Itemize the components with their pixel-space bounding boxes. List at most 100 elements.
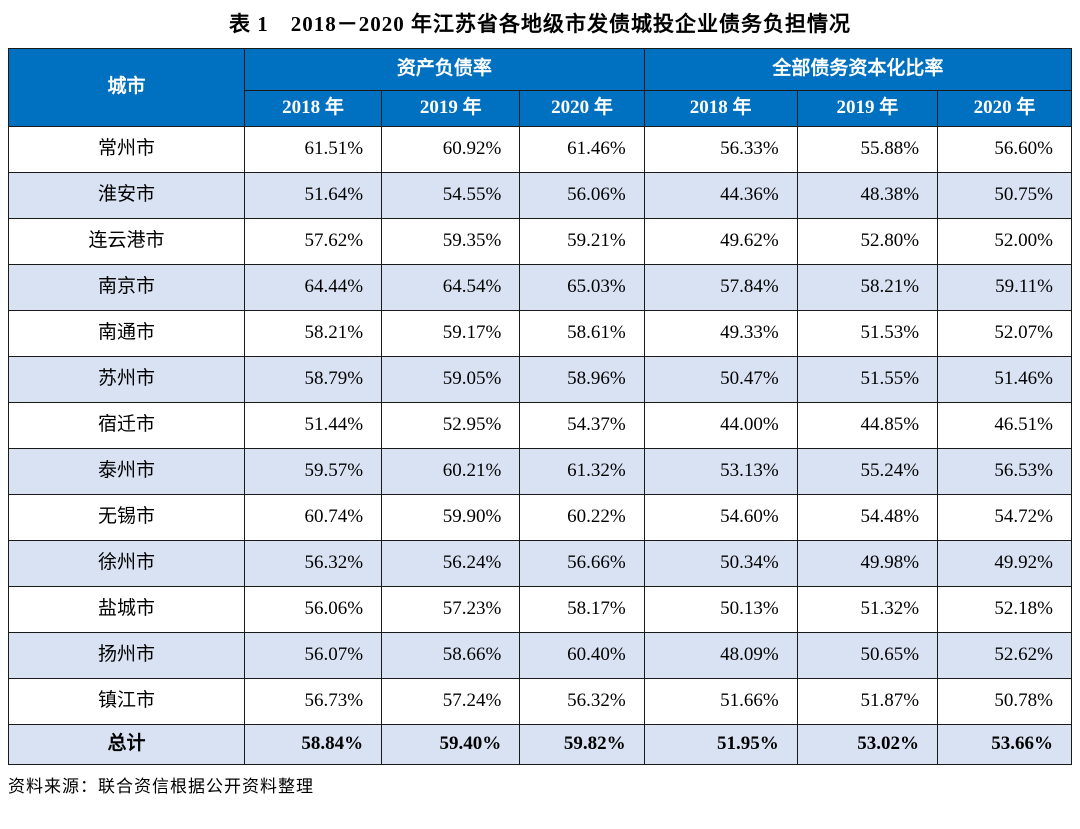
value-cell: 44.00% — [643, 402, 798, 449]
value-cell: 51.46% — [937, 356, 1072, 403]
value-cell: 53.02% — [796, 724, 939, 765]
value-cell: 55.88% — [796, 126, 939, 173]
value-cell: 56.32% — [519, 678, 645, 725]
value-cell: 48.09% — [643, 632, 798, 679]
value-cell: 52.18% — [937, 586, 1072, 633]
value-cell: 56.60% — [937, 126, 1072, 173]
value-cell: 54.48% — [796, 494, 939, 541]
value-cell: 51.32% — [796, 586, 939, 633]
city-cell: 南通市 — [8, 310, 245, 357]
value-cell: 58.66% — [381, 632, 521, 679]
value-cell: 58.17% — [519, 586, 645, 633]
header-year-2019-a: 2019 年 — [381, 90, 521, 127]
header-year-2018-a: 2018 年 — [243, 90, 383, 127]
table-body: 常州市 61.51% 60.92% 61.46% 56.33% 55.88% 5… — [8, 126, 1072, 765]
value-cell: 58.79% — [243, 356, 383, 403]
table-row: 泰州市 59.57% 60.21% 61.32% 53.13% 55.24% 5… — [8, 448, 1072, 495]
header-group-asset-liability-ratio: 资产负债率 — [243, 48, 645, 91]
value-cell: 50.47% — [643, 356, 798, 403]
value-cell: 60.40% — [519, 632, 645, 679]
value-cell: 52.62% — [937, 632, 1072, 679]
table-row: 扬州市 56.07% 58.66% 60.40% 48.09% 50.65% 5… — [8, 632, 1072, 679]
city-cell: 泰州市 — [8, 448, 245, 495]
table-row: 无锡市 60.74% 59.90% 60.22% 54.60% 54.48% 5… — [8, 494, 1072, 541]
value-cell: 59.17% — [381, 310, 521, 357]
city-cell: 连云港市 — [8, 218, 245, 265]
city-cell: 镇江市 — [8, 678, 245, 725]
table-row: 常州市 61.51% 60.92% 61.46% 56.33% 55.88% 5… — [8, 126, 1072, 173]
city-cell: 淮安市 — [8, 172, 245, 219]
value-cell: 49.33% — [643, 310, 798, 357]
value-cell: 60.22% — [519, 494, 645, 541]
value-cell: 58.21% — [796, 264, 939, 311]
value-cell: 56.24% — [381, 540, 521, 587]
value-cell: 56.33% — [643, 126, 798, 173]
value-cell: 52.07% — [937, 310, 1072, 357]
value-cell: 59.35% — [381, 218, 521, 265]
city-cell: 南京市 — [8, 264, 245, 311]
city-cell: 苏州市 — [8, 356, 245, 403]
header-year-2018-b: 2018 年 — [643, 90, 798, 127]
city-cell: 扬州市 — [8, 632, 245, 679]
value-cell: 53.66% — [937, 724, 1072, 765]
city-cell: 徐州市 — [8, 540, 245, 587]
value-cell: 52.00% — [937, 218, 1072, 265]
value-cell: 56.66% — [519, 540, 645, 587]
value-cell: 57.23% — [381, 586, 521, 633]
header-year-2020-a: 2020 年 — [519, 90, 645, 127]
value-cell: 60.21% — [381, 448, 521, 495]
value-cell: 50.78% — [937, 678, 1072, 725]
table-row: 南京市 64.44% 64.54% 65.03% 57.84% 58.21% 5… — [8, 264, 1072, 311]
value-cell: 55.24% — [796, 448, 939, 495]
value-cell: 44.36% — [643, 172, 798, 219]
value-cell: 64.44% — [243, 264, 383, 311]
table-row: 徐州市 56.32% 56.24% 56.66% 50.34% 49.98% 4… — [8, 540, 1072, 587]
value-cell: 51.53% — [796, 310, 939, 357]
table-title: 表 1 2018－2020 年江苏省各地级市发债城投企业债务负担情况 — [229, 12, 851, 36]
value-cell: 54.72% — [937, 494, 1072, 541]
value-cell: 61.51% — [243, 126, 383, 173]
value-cell: 52.80% — [796, 218, 939, 265]
value-cell: 50.65% — [796, 632, 939, 679]
value-cell: 50.34% — [643, 540, 798, 587]
value-cell: 58.21% — [243, 310, 383, 357]
value-cell: 61.46% — [519, 126, 645, 173]
value-cell: 59.90% — [381, 494, 521, 541]
debt-table: 城市 资产负债率 全部债务资本化比率 2018 年 2019 年 2020 年 … — [8, 48, 1073, 765]
header-year-2020-b: 2020 年 — [937, 90, 1072, 127]
value-cell: 54.37% — [519, 402, 645, 449]
table-row: 盐城市 56.06% 57.23% 58.17% 50.13% 51.32% 5… — [8, 586, 1072, 633]
value-cell: 64.54% — [381, 264, 521, 311]
header-city: 城市 — [8, 48, 245, 127]
table-row: 总计 58.84% 59.40% 59.82% 51.95% 53.02% 53… — [8, 724, 1072, 765]
table-row: 苏州市 58.79% 59.05% 58.96% 50.47% 51.55% 5… — [8, 356, 1072, 403]
value-cell: 50.75% — [937, 172, 1072, 219]
city-cell: 盐城市 — [8, 586, 245, 633]
value-cell: 49.92% — [937, 540, 1072, 587]
table-row: 南通市 58.21% 59.17% 58.61% 49.33% 51.53% 5… — [8, 310, 1072, 357]
value-cell: 58.61% — [519, 310, 645, 357]
value-cell: 58.84% — [243, 724, 383, 765]
value-cell: 59.82% — [519, 724, 645, 765]
table-row: 淮安市 51.64% 54.55% 56.06% 44.36% 48.38% 5… — [8, 172, 1072, 219]
value-cell: 46.51% — [937, 402, 1072, 449]
city-cell: 无锡市 — [8, 494, 245, 541]
value-cell: 50.13% — [643, 586, 798, 633]
value-cell: 51.44% — [243, 402, 383, 449]
value-cell: 59.21% — [519, 218, 645, 265]
value-cell: 54.60% — [643, 494, 798, 541]
table-header: 城市 资产负债率 全部债务资本化比率 2018 年 2019 年 2020 年 … — [8, 48, 1073, 127]
header-year-row: 2018 年 2019 年 2020 年 2018 年 2019 年 2020 … — [9, 90, 1072, 127]
value-cell: 51.87% — [796, 678, 939, 725]
value-cell: 57.62% — [243, 218, 383, 265]
value-cell: 56.06% — [243, 586, 383, 633]
value-cell: 48.38% — [796, 172, 939, 219]
table-row: 宿迁市 51.44% 52.95% 54.37% 44.00% 44.85% 4… — [8, 402, 1072, 449]
value-cell: 65.03% — [519, 264, 645, 311]
city-cell: 总计 — [8, 724, 245, 765]
value-cell: 59.40% — [381, 724, 521, 765]
value-cell: 52.95% — [381, 402, 521, 449]
header-group-debt-capitalization-ratio: 全部债务资本化比率 — [643, 48, 1073, 91]
value-cell: 51.64% — [243, 172, 383, 219]
